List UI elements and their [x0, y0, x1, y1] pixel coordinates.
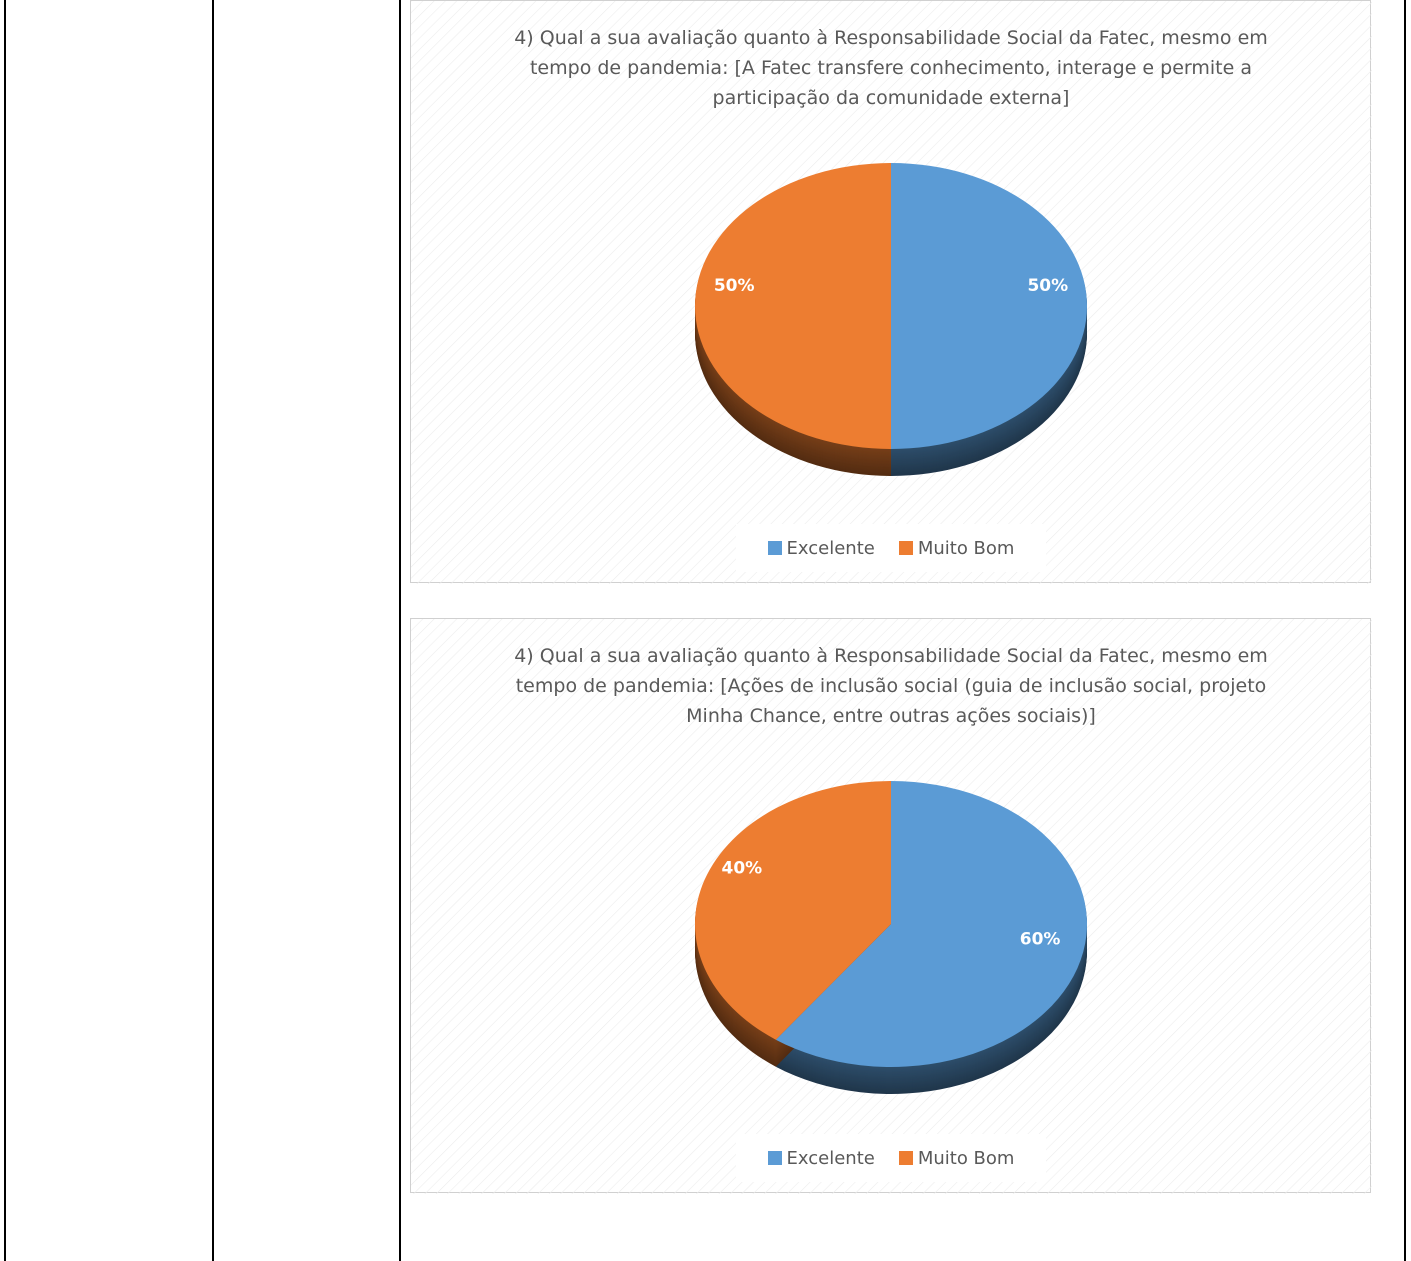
legend-label: Muito Bom: [917, 537, 1015, 559]
chart-box: 50% 50% 4) Qual a sua avaliação quanto à R…: [410, 0, 1372, 584]
pie-slice: [891, 163, 1087, 449]
data-label: 50%: [714, 276, 755, 296]
pie-slice: [695, 163, 891, 449]
chart: 60% 40%: [411, 619, 1372, 1194]
chart: 50% 50%: [411, 1, 1372, 584]
legend-swatch: [767, 1150, 782, 1165]
legend-label: Muito Bom: [917, 1147, 1015, 1169]
chart-title: 4) Qual a sua avaliação quanto à Respons…: [514, 645, 1268, 727]
chart-title: 4) Qual a sua avaliação quanto à Respons…: [514, 27, 1268, 109]
table-border: [1404, 0, 1406, 1261]
table-border: [212, 0, 214, 1261]
legend-item: Excelente: [767, 537, 875, 559]
pie-slice: [695, 781, 891, 1040]
pie-slice: [775, 781, 1087, 1067]
legend-item: Muito Bom: [898, 1147, 1015, 1169]
data-label: 40%: [722, 859, 763, 879]
chart-box: 60% 40% 4) Qual a sua avaliação quanto à R…: [410, 618, 1372, 1194]
legend-label: Excelente: [786, 1147, 875, 1169]
legend-swatch: [898, 540, 913, 555]
legend-item: Excelente: [767, 1147, 875, 1169]
table-border: [399, 0, 401, 1261]
table-border: [4, 0, 6, 1261]
legend-swatch: [898, 1150, 913, 1165]
legend-swatch: [767, 540, 782, 555]
legend-item: Muito Bom: [898, 537, 1015, 559]
data-label: 50%: [1027, 276, 1068, 296]
legend-label: Excelente: [786, 537, 875, 559]
data-label: 60%: [1020, 929, 1061, 949]
legend: Excelente Muito Bom: [736, 1134, 1046, 1182]
legend: Excelente Muito Bom: [736, 524, 1046, 572]
